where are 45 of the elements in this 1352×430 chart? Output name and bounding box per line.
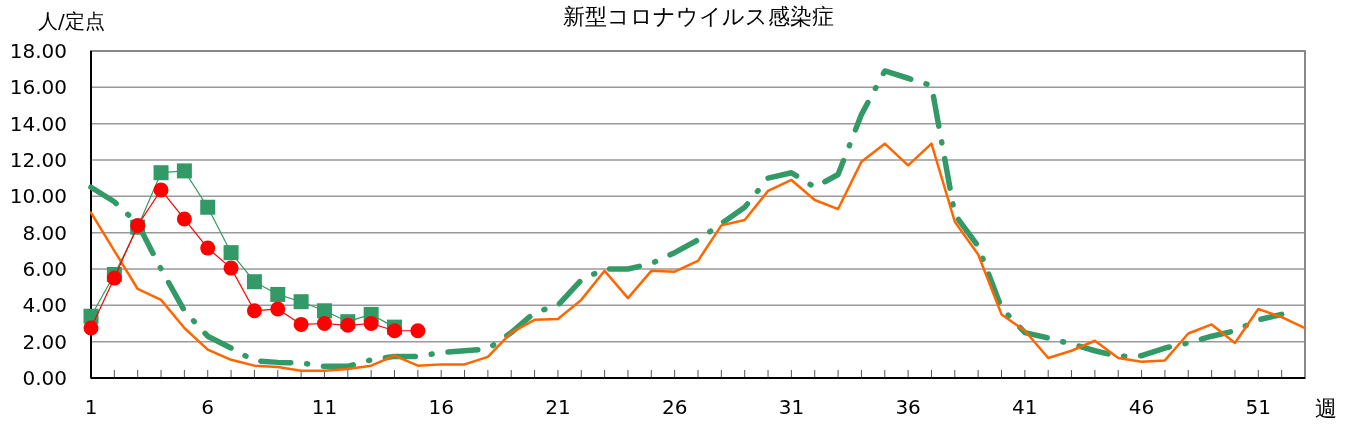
x-tick-label: 31 — [778, 395, 805, 419]
point — [270, 286, 286, 302]
point — [270, 301, 286, 317]
y-tick-label: 4.00 — [22, 293, 67, 318]
x-axis-title: 週 — [1315, 396, 1337, 421]
x-tick-label: 21 — [545, 395, 571, 419]
point — [246, 274, 262, 290]
point — [176, 163, 192, 179]
point — [223, 260, 239, 276]
x-tick-label: 41 — [1012, 395, 1038, 419]
point — [246, 303, 262, 319]
y-tick-label: 6.00 — [22, 257, 67, 281]
point — [293, 294, 309, 310]
y-tick-label: 16.00 — [9, 75, 67, 100]
point — [223, 245, 239, 261]
x-tick-label: 26 — [661, 395, 688, 419]
x-tick-label: 36 — [895, 395, 921, 419]
point — [363, 316, 379, 331]
point — [410, 323, 426, 339]
point — [153, 182, 169, 198]
point — [176, 211, 192, 227]
y-tick-label: 0.00 — [22, 366, 67, 390]
y-tick-label: 8.00 — [22, 220, 67, 245]
point — [316, 303, 332, 319]
x-tick-label: 1 — [84, 395, 98, 419]
y-tick-label: 2.00 — [22, 329, 67, 354]
y-axis-title: 人/定点 — [38, 9, 105, 33]
point — [200, 199, 216, 215]
x-tick-label: 11 — [311, 395, 338, 419]
x-tick-label: 16 — [428, 395, 454, 419]
point — [83, 320, 99, 336]
x-tick-label: 46 — [1128, 395, 1155, 419]
y-tick-label: 18.00 — [9, 39, 67, 63]
point — [106, 270, 122, 286]
x-tick-label: 51 — [1245, 395, 1272, 419]
y-tick-label: 12.00 — [9, 148, 67, 172]
point — [387, 323, 402, 339]
y-tick-label: 10.00 — [9, 184, 67, 209]
point — [153, 165, 169, 181]
x-tick-label: 6 — [201, 395, 215, 419]
point — [316, 316, 332, 331]
y-tick-label: 14.00 — [9, 111, 67, 136]
point — [200, 240, 216, 256]
point — [293, 316, 309, 332]
chart-title: 新型コロナウイルス感染症 — [562, 4, 834, 29]
